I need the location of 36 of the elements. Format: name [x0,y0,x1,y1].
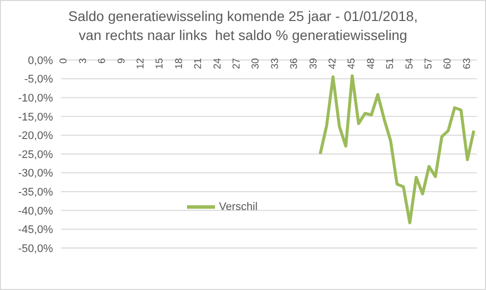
y-tick-label: 0,0% [28,54,54,67]
y-tick-label: -10,0% [18,92,54,105]
x-tick-label: 33 [270,58,281,70]
y-tick-label: -5,0% [24,74,54,86]
x-tick-label: 42 [328,58,338,70]
legend-label: Verschil [219,200,258,213]
chart-title: Saldo generatiewisseling komende 25 jaar - 01/01/2018, van rechts naar links het saldo % generatiewisseling [67,7,419,45]
y-tick-label: -25,0% [18,148,54,161]
x-tick-label: 51 [385,58,396,70]
x-tick-label: 3 [78,58,89,64]
x-tick-label: 12 [136,58,146,70]
x-tick-label: 48 [366,58,377,70]
x-tick-label: 24 [212,58,224,70]
x-tick-label: 54 [404,58,416,70]
x-tick-label: 39 [308,58,320,70]
y-tick-label: -30,0% [18,168,54,180]
y-tick-label: -50,0% [18,242,54,255]
x-tick-label: 21 [193,58,204,70]
x-tick-label: 60 [442,58,454,70]
line-series [318,74,476,224]
x-tick-label: 36 [289,58,300,70]
y-tick-label: -45,0% [18,224,54,236]
y-tick-label: -20,0% [18,130,54,142]
x-tick-label: 63 [462,58,473,70]
y-tick-label: -35,0% [18,186,54,199]
x-tick-label: 15 [154,58,166,70]
x-tick-label: 18 [174,58,185,70]
x-tick-label: 0 [58,58,70,64]
x-tick-label: 6 [97,58,108,64]
x-tick-label: 45 [346,58,358,70]
y-tick-label: -40,0% [18,205,54,218]
y-tick-label: -15,0% [18,111,54,124]
x-tick-label: 27 [232,58,242,70]
x-tick-label: 30 [250,58,262,70]
x-tick-label: 9 [116,58,128,64]
x-tick-label: 57 [424,58,434,70]
